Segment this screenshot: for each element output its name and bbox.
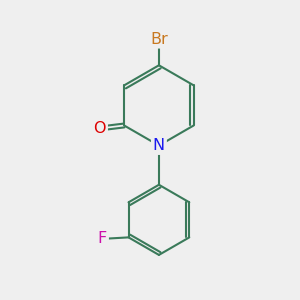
Text: Br: Br: [150, 32, 168, 46]
Text: N: N: [153, 138, 165, 153]
Text: F: F: [98, 231, 107, 246]
Text: O: O: [94, 121, 106, 136]
